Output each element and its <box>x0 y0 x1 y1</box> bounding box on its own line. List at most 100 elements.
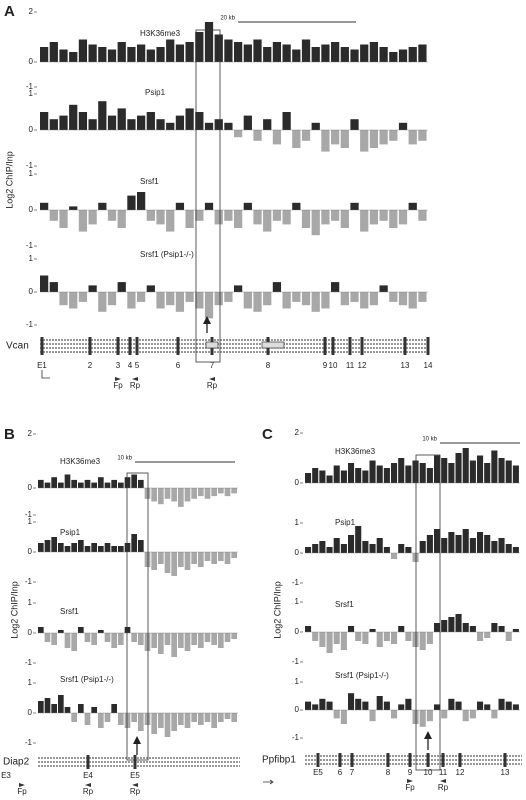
signal-bar <box>137 192 146 210</box>
signal-bar <box>198 488 204 497</box>
signal-bar <box>164 633 171 645</box>
exon-label: 10 <box>424 768 433 777</box>
signal-bar <box>455 535 462 553</box>
signal-bar <box>58 543 64 552</box>
signal-bar <box>383 632 390 641</box>
signal-bar <box>398 626 405 632</box>
y-tick-label: -1 <box>25 510 33 519</box>
signal-bar <box>272 282 282 292</box>
primer-label: Rp <box>438 783 449 792</box>
signal-bar <box>379 130 388 145</box>
signal-bar <box>198 552 204 567</box>
signal-bar <box>408 130 417 145</box>
signal-bar <box>383 468 390 483</box>
signal-bar <box>88 44 97 62</box>
signal-bar <box>292 49 301 62</box>
signal-bar <box>319 698 326 710</box>
signal-bar <box>355 632 362 641</box>
signal-bar <box>398 544 405 553</box>
signal-bar <box>369 210 379 225</box>
signal-bar <box>138 479 144 488</box>
signal-bar <box>104 543 111 552</box>
signal-bar <box>484 535 491 553</box>
y-tick-label: -1 <box>25 577 33 586</box>
signal-bar <box>138 713 144 731</box>
exon-label: E5 <box>313 768 323 777</box>
y-tick-label: 0 <box>29 125 34 134</box>
signal-bar <box>58 695 64 713</box>
signal-bar <box>355 468 362 483</box>
signal-bar <box>78 39 88 62</box>
signal-bar <box>234 210 243 228</box>
signal-bar <box>51 537 57 552</box>
signal-bar <box>263 47 272 62</box>
signal-bar <box>484 704 491 710</box>
signal-bar <box>498 538 505 553</box>
signal-bar <box>419 632 426 650</box>
exon-wide <box>261 341 285 349</box>
signal-bar <box>198 713 204 725</box>
y-tick-label: -1 <box>292 578 300 587</box>
signal-bar <box>282 112 291 130</box>
arrow-head <box>424 731 432 739</box>
signal-bar <box>224 122 233 130</box>
tss-arrow <box>263 779 274 785</box>
signal-bar <box>224 488 231 497</box>
y-tick-label: 1 <box>29 169 34 178</box>
signal-bar <box>340 710 347 724</box>
signal-bar <box>91 543 97 552</box>
y-tick-label: 0 <box>295 548 300 557</box>
signal-bar <box>131 633 137 642</box>
signal-bar <box>319 632 326 647</box>
track-label: Psip1 <box>60 528 81 537</box>
signal-bar <box>311 292 320 312</box>
signal-bar <box>40 275 49 292</box>
signal-bar <box>156 210 165 225</box>
signal-bar <box>171 488 177 502</box>
signal-bar <box>331 282 340 292</box>
signal-bar <box>462 529 469 553</box>
gene-name: Ppfibp1 <box>262 755 296 766</box>
signal-bar <box>107 49 117 62</box>
signal-bar <box>51 477 57 488</box>
signal-bar <box>218 633 224 648</box>
signal-bar <box>38 627 44 633</box>
signal-bar <box>441 620 448 632</box>
exon-label: 7 <box>350 768 355 777</box>
signal-bar <box>398 210 408 225</box>
signal-bar <box>231 713 237 722</box>
signal-bar <box>282 44 291 62</box>
signal-bar <box>98 47 107 62</box>
signal-bar <box>512 629 519 632</box>
signal-bar <box>218 713 224 722</box>
y-axis-title: Log2 ChIP/Inp <box>272 581 282 639</box>
exon <box>403 337 407 355</box>
panel-letter: C <box>262 426 273 443</box>
signal-bar <box>426 632 433 644</box>
signal-bar <box>184 488 191 502</box>
signal-bar <box>412 460 419 483</box>
signal-bar <box>111 546 117 552</box>
signal-bar <box>331 42 340 62</box>
signal-bar <box>69 104 78 130</box>
signal-bar <box>49 42 58 62</box>
signal-bar <box>71 543 77 552</box>
signal-bar <box>124 627 131 633</box>
signal-bar <box>117 108 126 130</box>
signal-bar <box>477 532 484 553</box>
signal-bar <box>253 39 262 62</box>
signal-bar <box>272 42 282 62</box>
signal-bar <box>362 632 369 644</box>
signal-bar <box>64 707 71 713</box>
signal-bar <box>164 552 171 573</box>
signal-bar <box>204 713 211 722</box>
signal-bar <box>253 292 262 312</box>
signal-bar <box>272 130 282 145</box>
track-label: Srsf1 <box>140 177 159 186</box>
exon-label: 8 <box>386 768 391 777</box>
signal-bar <box>362 470 369 483</box>
signal-bar <box>185 292 194 302</box>
signal-bar <box>234 285 243 292</box>
exon <box>426 753 430 767</box>
signal-bar <box>118 633 124 645</box>
